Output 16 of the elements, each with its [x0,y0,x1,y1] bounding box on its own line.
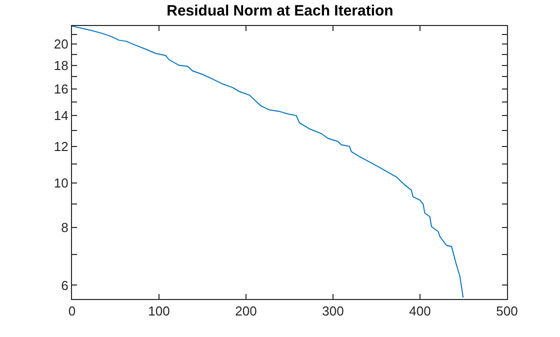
x-tick-label: 500 [496,304,518,319]
chart-title: Residual Norm at Each Iteration [166,2,394,20]
x-tick-label: 200 [235,304,257,319]
x-tick-label: 100 [148,304,170,319]
x-tick-label: 0 [68,304,76,319]
x-tick-label: 400 [409,304,431,319]
y-tick-label: 20 [54,36,68,52]
line-series [72,26,464,298]
y-tick-label: 12 [54,138,68,154]
y-tick-label: 8 [61,220,68,236]
y-tick-label: 6 [61,278,68,293]
x-tick-label: 300 [322,304,344,319]
y-tick-label: 14 [54,108,68,124]
y-tick-label: 18 [54,58,68,73]
y-tick-label: 16 [54,81,68,96]
y-tick-label: 10 [54,175,68,190]
